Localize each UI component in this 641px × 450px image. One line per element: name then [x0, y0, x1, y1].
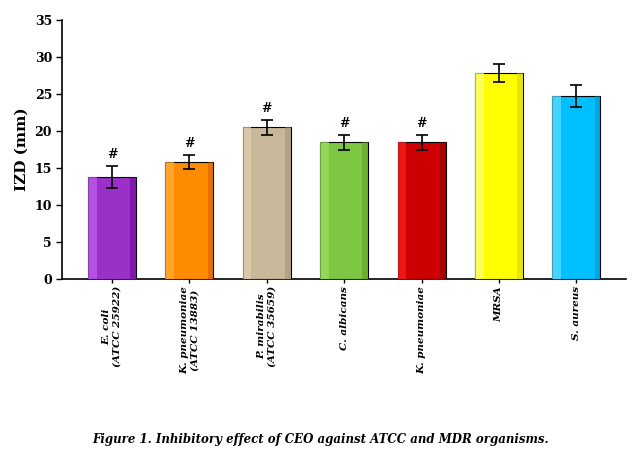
- Bar: [285, 127, 291, 279]
- Y-axis label: IZD (mm): IZD (mm): [15, 108, 29, 191]
- Bar: [475, 73, 523, 279]
- Bar: [362, 142, 368, 279]
- Bar: [88, 177, 136, 279]
- Bar: [208, 162, 213, 279]
- Bar: [130, 177, 136, 279]
- Text: Figure 1. Inhibitory effect of CEO against ATCC and MDR organisms.: Figure 1. Inhibitory effect of CEO again…: [92, 432, 549, 446]
- Bar: [243, 127, 291, 279]
- Text: #: #: [107, 148, 117, 162]
- Bar: [397, 142, 445, 279]
- Bar: [165, 162, 174, 279]
- Bar: [165, 162, 213, 279]
- Text: #: #: [339, 117, 349, 130]
- Bar: [517, 73, 523, 279]
- Bar: [243, 127, 251, 279]
- Text: #: #: [262, 103, 272, 116]
- Bar: [88, 177, 97, 279]
- Bar: [320, 142, 368, 279]
- Bar: [440, 142, 445, 279]
- Bar: [475, 73, 484, 279]
- Bar: [553, 96, 601, 279]
- Bar: [320, 142, 329, 279]
- Bar: [553, 96, 561, 279]
- Bar: [595, 96, 601, 279]
- Text: #: #: [417, 117, 427, 130]
- Bar: [397, 142, 406, 279]
- Text: #: #: [184, 137, 195, 150]
